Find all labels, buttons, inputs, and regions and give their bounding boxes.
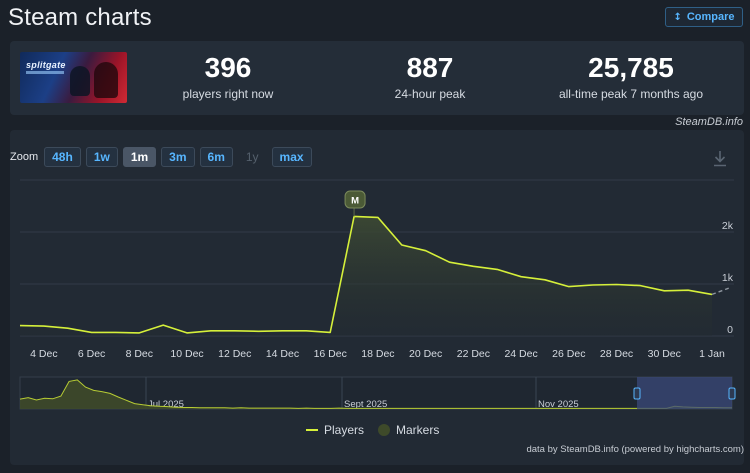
page-title: Steam charts <box>8 4 152 31</box>
zoom-1y-button: 1y <box>245 150 259 164</box>
stat-value: 887 <box>406 52 454 83</box>
zoom-3m-button[interactable]: 3m <box>161 147 195 167</box>
marker-flag <box>344 190 366 209</box>
chart-credit[interactable]: data by SteamDB.info (powered by highcha… <box>526 444 744 455</box>
stats-panel: splitgate 396 players right now 887 24-h… <box>10 41 744 115</box>
sort-numeric-icon: ↕ <box>673 11 682 23</box>
stat-label: players right now <box>182 87 274 101</box>
legend-item-players[interactable]: Players <box>306 423 364 437</box>
navigator-selection <box>637 377 732 409</box>
zoom-label: Zoom <box>10 151 39 163</box>
x-tick-label: 10 Dec <box>170 348 203 360</box>
download-icon[interactable] <box>712 150 728 168</box>
stat-label: all-time peak 7 months ago <box>558 87 704 101</box>
game-logo-text: splitgate <box>26 60 66 70</box>
zoom-1w-button[interactable]: 1w <box>85 147 118 167</box>
navigator-line <box>19 379 732 409</box>
navigator-handle-left[interactable] <box>633 387 641 400</box>
x-tick-label: 6 Dec <box>78 348 105 360</box>
compare-label: Compare <box>686 11 735 23</box>
stat-value: 25,785 <box>588 52 674 83</box>
x-tick-label: 1 Jan <box>699 348 725 360</box>
legend-label: Players <box>324 423 365 437</box>
players-line-swatch <box>306 429 318 431</box>
zoom-1m-button[interactable]: 1m <box>122 147 157 167</box>
x-tick-label: 22 Dec <box>457 348 490 360</box>
navigator-tick-label: Jul 2025 <box>148 399 184 410</box>
marker-label: M <box>351 196 359 207</box>
x-tick-label: 28 Dec <box>600 348 633 360</box>
navigator-handle-right[interactable] <box>728 387 736 400</box>
x-tick-label: 20 Dec <box>409 348 442 360</box>
x-tick-label: 8 Dec <box>126 348 153 360</box>
x-tick-label: 4 Dec <box>30 348 57 360</box>
zoom-48h-button[interactable]: 48h <box>44 147 81 167</box>
chart-legend: Players Markers <box>306 423 439 437</box>
x-tick-label: 12 Dec <box>218 348 251 360</box>
x-tick-label: 26 Dec <box>552 348 585 360</box>
y-tick-label: 2k <box>722 220 734 232</box>
y-tick-label: 0 <box>727 324 733 336</box>
stat-24h-peak: 887 24-hour peak <box>370 51 490 101</box>
x-tick-label: 24 Dec <box>504 348 537 360</box>
x-tick-label: 14 Dec <box>266 348 299 360</box>
steamdb-credit[interactable]: SteamDB.info <box>675 116 743 128</box>
y-tick-label: 1k <box>722 272 734 284</box>
zoom-6m-button[interactable]: 6m <box>199 147 233 167</box>
stat-label: 24-hour peak <box>394 87 466 101</box>
navigator-tick-label: Nov 2025 <box>538 399 579 410</box>
navigator-frame <box>19 376 733 410</box>
players-area <box>20 216 712 336</box>
players-projection-line <box>711 287 729 296</box>
compare-button[interactable]: ↕ Compare <box>665 7 743 27</box>
navigator-tick-label: Sept 2025 <box>344 399 387 410</box>
markers-dot-swatch <box>378 424 391 436</box>
legend-label: Markers <box>396 423 440 437</box>
zoom-max-button[interactable]: max <box>271 147 312 167</box>
legend-item-markers[interactable]: Markers <box>378 423 439 437</box>
zoom-controls: Zoom 48h 1w 1m 3m 6m 1y max <box>10 147 312 167</box>
stat-all-time-peak: 25,785 all-time peak 7 months ago <box>546 51 716 101</box>
x-tick-label: 16 Dec <box>314 348 347 360</box>
stat-value: 396 <box>204 52 252 83</box>
navigator-area <box>20 379 732 409</box>
x-tick-label: 30 Dec <box>648 348 681 360</box>
players-line <box>19 215 713 334</box>
x-tick-label: 18 Dec <box>361 348 394 360</box>
stat-current-players: 396 players right now <box>168 51 288 101</box>
game-logo-image[interactable]: splitgate <box>20 52 127 103</box>
